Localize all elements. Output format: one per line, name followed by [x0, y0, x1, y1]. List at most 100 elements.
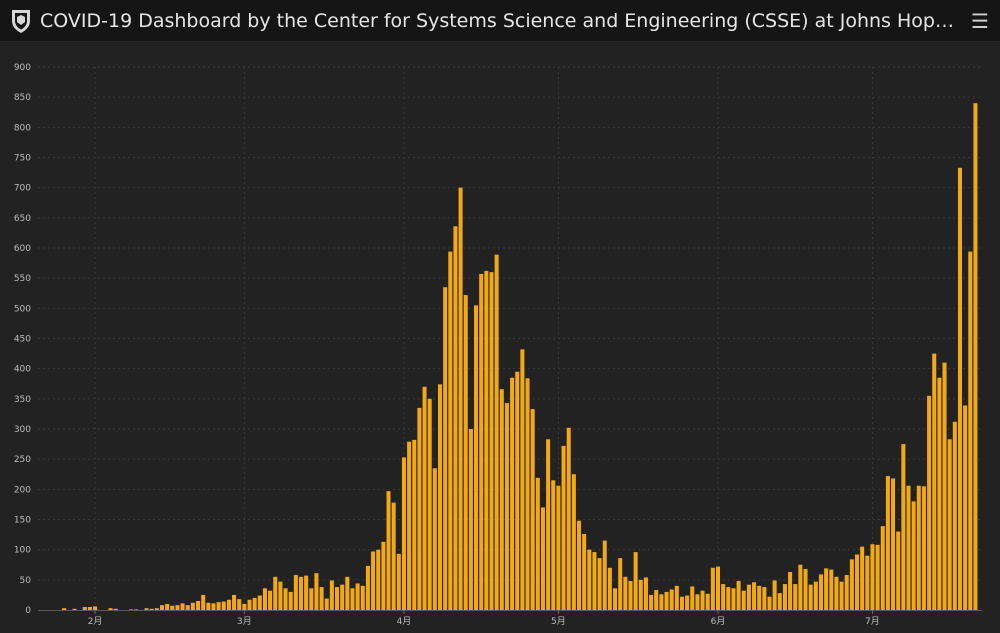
bar: [396, 553, 401, 610]
bar: [463, 295, 468, 610]
bar: [674, 585, 679, 610]
bar: [695, 594, 700, 610]
bar: [437, 384, 443, 610]
bar: [515, 371, 520, 610]
y-tick-label: 550: [14, 274, 31, 284]
bar: [381, 541, 386, 610]
bar: [834, 576, 839, 610]
bar: [365, 565, 370, 610]
bar: [947, 439, 952, 610]
bar: [582, 533, 587, 610]
bar: [165, 603, 170, 610]
bar: [731, 588, 736, 610]
bar: [345, 576, 350, 610]
bar: [72, 608, 77, 610]
bar: [607, 567, 612, 610]
bar: [927, 395, 932, 610]
bar: [767, 596, 772, 610]
bar: [808, 584, 813, 610]
bar: [412, 439, 417, 610]
bar: [185, 605, 190, 610]
bar: [932, 353, 937, 610]
bar: [201, 594, 206, 610]
bar: [247, 599, 252, 610]
bar: [232, 594, 237, 610]
y-tick-label: 600: [14, 244, 31, 254]
bar: [386, 491, 391, 610]
bar: [216, 602, 221, 610]
bar: [849, 559, 854, 610]
bar: [870, 544, 875, 610]
bar: [597, 558, 602, 610]
bar: [576, 520, 582, 610]
bar: [772, 580, 777, 610]
bar: [556, 485, 561, 610]
dashboard-header: COVID-19 Dashboard by the Center for Sys…: [0, 0, 1000, 42]
bar: [602, 540, 607, 610]
bar: [154, 608, 159, 610]
bar: [757, 585, 762, 610]
y-tick-label: 0: [25, 606, 31, 616]
bar: [252, 597, 257, 610]
bar: [489, 272, 494, 610]
bar: [705, 593, 710, 610]
bar: [777, 593, 782, 610]
university-shield-icon: [12, 9, 30, 33]
bar: [855, 554, 860, 610]
bar: [752, 582, 757, 610]
y-tick-label: 800: [14, 123, 31, 133]
bar: [638, 579, 643, 610]
bar: [716, 566, 721, 610]
bar: [525, 378, 530, 610]
bar: [875, 544, 880, 610]
bar: [561, 445, 566, 610]
bar: [571, 474, 576, 610]
bar: [839, 581, 844, 610]
bar: [376, 549, 381, 610]
x-tick-label: 4月: [397, 616, 412, 627]
bar: [355, 583, 360, 610]
bar: [468, 429, 473, 610]
bar: [134, 609, 139, 610]
bar: [257, 595, 262, 610]
x-tick-label: 2月: [88, 616, 103, 627]
bar: [860, 546, 865, 610]
bar: [221, 601, 226, 610]
bar: [746, 584, 751, 610]
bar: [643, 577, 648, 610]
bar: [628, 581, 633, 610]
y-tick-label: 700: [14, 184, 31, 194]
bar: [206, 602, 211, 610]
bar: [93, 606, 98, 610]
y-tick-label: 50: [20, 576, 32, 586]
hamburger-menu-icon[interactable]: ☰: [971, 8, 989, 33]
bar: [813, 581, 818, 610]
y-tick-label: 900: [14, 63, 31, 73]
bar: [278, 581, 283, 610]
bar: [782, 584, 787, 610]
bar: [551, 480, 556, 610]
bar: [592, 552, 597, 610]
bar: [762, 587, 767, 610]
bar: [432, 468, 437, 610]
bar: [293, 575, 298, 610]
bar: [726, 587, 731, 610]
bar: [314, 573, 319, 610]
bar: [350, 588, 355, 610]
bar: [844, 575, 849, 610]
bar: [288, 591, 293, 610]
bar: [226, 599, 231, 610]
x-tick-label: 5月: [551, 616, 566, 627]
bar: [803, 568, 808, 610]
bar: [144, 608, 149, 610]
y-tick-label: 850: [14, 93, 31, 103]
bar: [957, 167, 962, 610]
bar: [535, 477, 540, 610]
bar: [633, 552, 638, 610]
bar: [87, 606, 92, 610]
bar: [587, 549, 592, 610]
bar: [793, 584, 798, 610]
bar: [335, 587, 340, 610]
bar: [700, 590, 705, 610]
bar: [829, 569, 834, 610]
